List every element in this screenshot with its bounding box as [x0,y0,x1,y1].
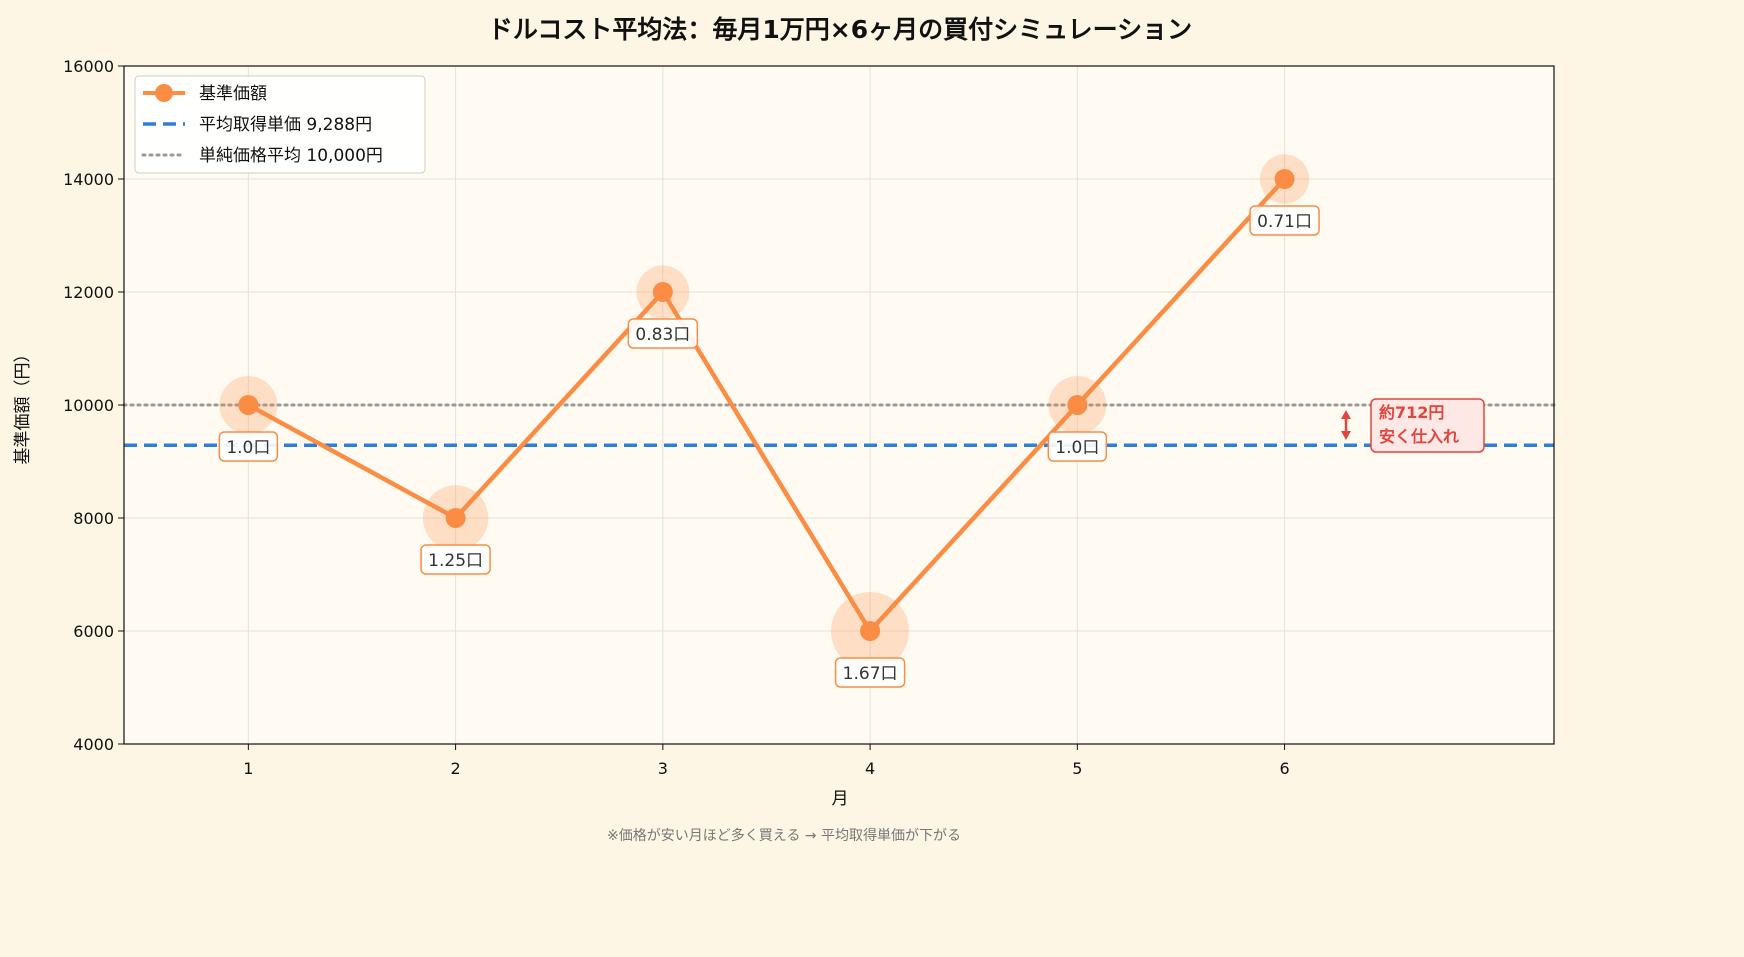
point-label: 1.0口 [226,438,270,458]
point-label: 1.67口 [843,664,898,684]
point-label-box [834,657,906,688]
y-tick-label: 14000 [63,170,114,189]
point-label-box [1047,431,1108,462]
savings-annotation: 約712円 安く仕入れ [1341,398,1485,453]
annotation-box [1370,398,1485,453]
y-axis-label: 基準価額（円） [13,346,33,465]
point-label-box [627,318,699,349]
legend-marker-price [155,84,173,102]
data-point [652,282,673,302]
legend-label-avg-cost: 平均取得単価 9,288円 [199,115,372,135]
point-labels: 1.0口 1.25口 0.83口 1.67口 1.0口 0.71口 [218,205,1320,688]
x-tick-label: 2 [451,759,461,778]
x-tick-label: 6 [1279,759,1289,778]
point-label-box [218,431,279,462]
point-label-box [420,544,491,575]
series-line [247,177,1287,634]
x-tick-label: 4 [865,759,875,778]
annotation-arrow-head-up [1341,410,1351,419]
data-point [238,395,259,415]
series-layer [219,154,1310,671]
chart-svg: 1.0口 1.25口 0.83口 1.67口 1.0口 0.71口 約712円 安く仕入れ… [13,15,1556,844]
data-point [1067,395,1088,415]
reference-lines [122,403,1556,447]
legend-box [134,75,426,174]
legend-label-simple-avg: 単純価格平均 10,000円 [199,146,383,166]
footnote: ※価格が安い月ほど多く買える → 平均取得単価が下がる [607,827,961,844]
x-tick-label: 1 [243,759,253,778]
point-label: 1.0口 [1055,438,1099,458]
data-point [445,508,466,528]
point-label-box [1249,205,1320,236]
y-tick-label: 10000 [63,396,114,415]
y-tick-label: 8000 [73,509,114,528]
x-tick-label: 3 [658,759,668,778]
y-ticks: 4000 6000 8000 10000 12000 14000 16000 [63,57,124,754]
y-tick-label: 4000 [73,735,114,754]
chart: 1.0口 1.25口 0.83口 1.67口 1.0口 0.71口 約712円 安く仕入れ… [13,15,1556,844]
point-label: 0.83口 [635,325,690,345]
annotation-line1: 約712円 [1379,403,1444,422]
y-tick-label: 12000 [63,283,114,302]
chart-title: ドルコスト平均法：毎月1万円×6ヶ月の買付シミュレーション [488,15,1192,44]
y-tick-label: 6000 [73,622,114,641]
x-ticks: 1 2 3 4 5 6 [243,744,1290,778]
annotation-line2: 安く仕入れ [1379,427,1459,446]
legend-label-price: 基準価額 [199,84,267,104]
point-label: 0.71口 [1257,212,1312,232]
annotation-arrow-head-down [1341,431,1351,440]
data-point [860,621,881,641]
data-point [1274,169,1295,189]
x-axis-label: 月 [832,789,849,809]
point-label: 1.25口 [428,551,483,571]
legend: 基準価額 平均取得単価 9,288円 単純価格平均 10,000円 [134,75,426,174]
x-tick-label: 5 [1072,759,1082,778]
y-tick-label: 16000 [63,57,114,76]
